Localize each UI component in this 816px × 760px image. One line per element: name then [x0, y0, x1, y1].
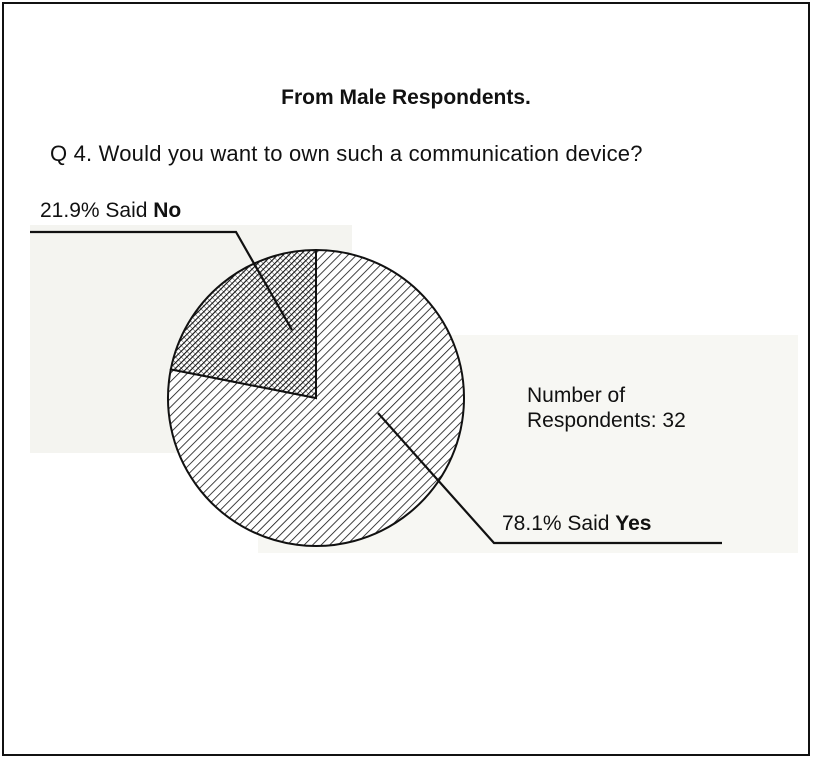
respondent-count-line1: Number of	[527, 384, 626, 407]
chart-title: From Male Respondents.	[281, 86, 531, 109]
pie-slice-no	[169, 248, 317, 400]
slice-label-no-emphasis: No	[153, 199, 182, 222]
leader-line-yes	[377, 412, 722, 545]
slice-label-no: 21.9% Said No	[40, 199, 181, 223]
slice-label-yes-emphasis: Yes	[615, 512, 652, 535]
respondent-count: Number of Respondents: 32	[527, 383, 686, 433]
slice-label-yes: 78.1% Said Yes	[502, 512, 651, 536]
slice-label-yes-prefix: 78.1% Said	[502, 512, 610, 535]
leader-line-no	[30, 230, 293, 331]
chart-question: Q 4. Would you want to own such a commun…	[50, 141, 643, 166]
slice-label-no-prefix: 21.9% Said	[40, 199, 148, 222]
respondent-count-line2: Respondents: 32	[527, 409, 686, 432]
